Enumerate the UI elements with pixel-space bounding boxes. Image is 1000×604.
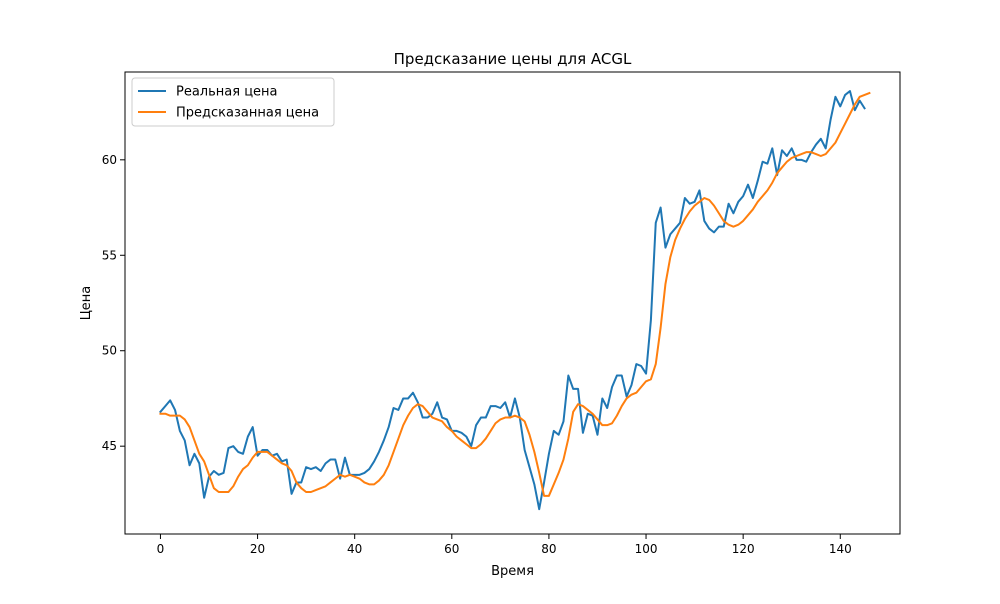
- legend-box: [131, 77, 335, 127]
- x-tick-label: 80: [541, 542, 556, 556]
- x-tick-label: 120: [732, 542, 755, 556]
- x-tick-label: 140: [829, 542, 852, 556]
- y-tick-label: 50: [102, 344, 117, 358]
- series-lines: [159, 90, 871, 511]
- legend-label: Реальная цена: [176, 85, 278, 100]
- y-axis-ticks: 45 50 55 60: [102, 153, 125, 453]
- plot-area-frame: [124, 71, 901, 535]
- series-line-1: [159, 90, 866, 511]
- y-tick-label: 45: [102, 439, 117, 453]
- y-tick-label: 60: [102, 153, 117, 167]
- y-tick-label: 55: [102, 248, 117, 262]
- x-tick-label: 40: [347, 542, 362, 556]
- x-tick-label: 60: [444, 542, 459, 556]
- chart-legend: Реальная цена Предсказанная цена: [131, 77, 335, 127]
- x-axis-ticks: 0 20 40 60 80 100 120 140: [157, 534, 852, 556]
- x-tick-label: 0: [157, 542, 165, 556]
- series-line-2: [159, 91, 871, 497]
- x-tick-label: 100: [635, 542, 658, 556]
- x-axis-label: Время: [491, 564, 534, 579]
- legend-label: Предсказанная цена: [176, 106, 319, 121]
- x-tick-label: 20: [250, 542, 265, 556]
- chart-title: Предсказание цены для ACGL: [394, 50, 632, 68]
- y-axis-label: Цена: [79, 286, 94, 321]
